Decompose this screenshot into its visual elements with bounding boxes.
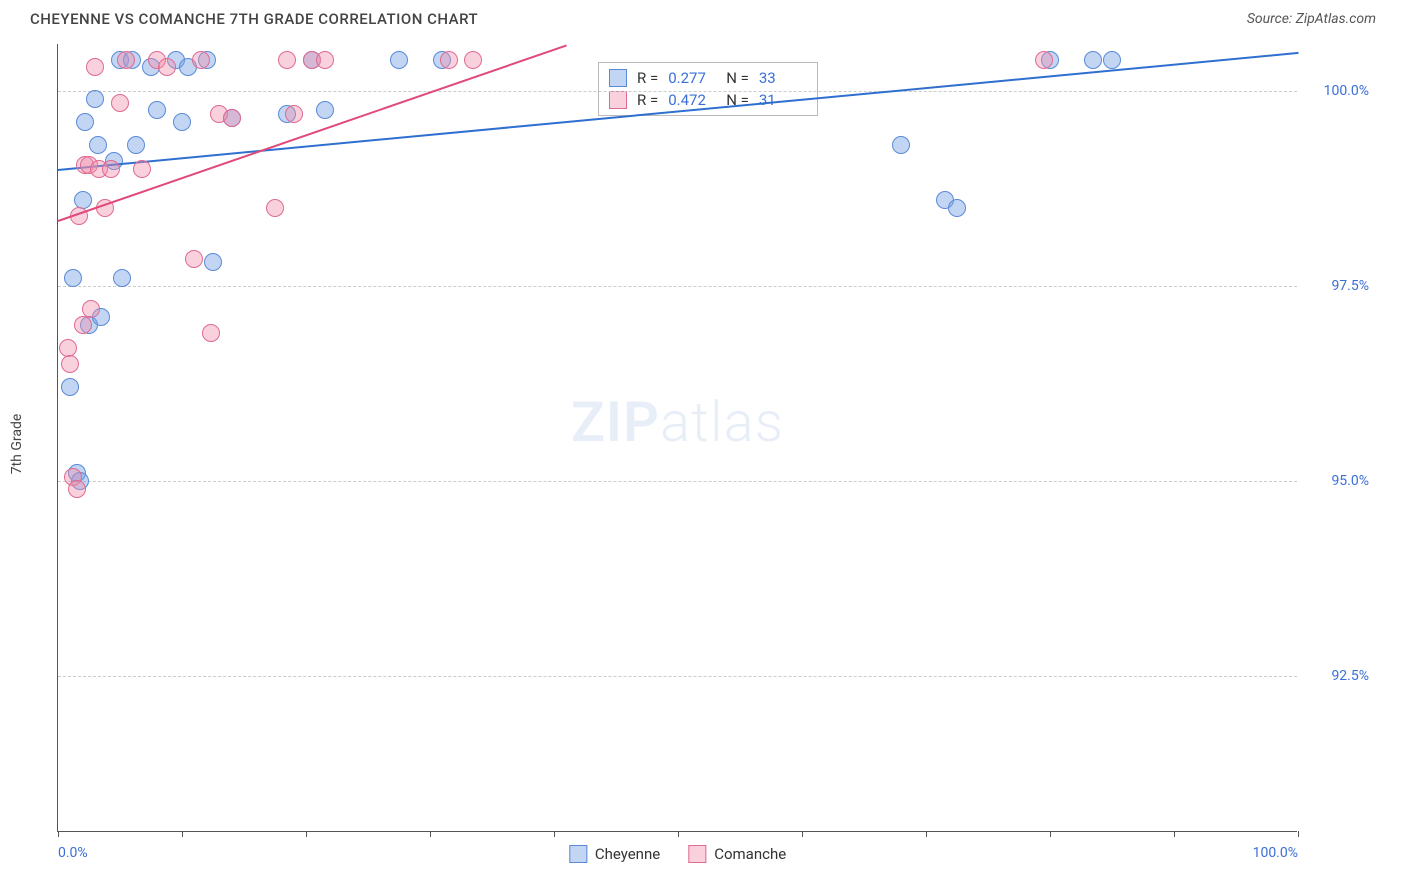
data-point <box>74 316 92 334</box>
plot-area: ZIPatlas R =0.277N =33R =0.472N =31 Chey… <box>57 44 1297 832</box>
x-tick-label: 100.0% <box>1253 845 1298 861</box>
data-point <box>102 160 120 178</box>
x-tick <box>1298 831 1299 837</box>
n-value: 33 <box>759 69 807 87</box>
data-point <box>113 269 131 287</box>
bottom-legend: Cheyenne Comanche <box>569 845 786 863</box>
x-tick <box>430 831 431 837</box>
y-axis-title: 7th Grade <box>9 414 25 475</box>
y-tick-label: 95.0% <box>1305 473 1369 489</box>
gridline <box>58 91 1297 92</box>
legend-swatch <box>569 845 587 863</box>
legend-item: Cheyenne <box>569 845 660 863</box>
gridline <box>58 286 1297 287</box>
x-tick <box>58 831 59 837</box>
y-tick-label: 97.5% <box>1305 278 1369 294</box>
data-point <box>68 480 86 498</box>
data-point <box>223 109 241 127</box>
x-tick-label: 0.0% <box>58 845 88 861</box>
x-tick <box>182 831 183 837</box>
x-tick <box>802 831 803 837</box>
gridline <box>58 676 1297 677</box>
data-point <box>1103 51 1121 69</box>
data-point <box>61 378 79 396</box>
r-label: R = <box>637 69 658 87</box>
data-point <box>127 136 145 154</box>
data-point <box>148 101 166 119</box>
n-label: N = <box>726 69 749 87</box>
x-tick <box>1174 831 1175 837</box>
legend-swatch <box>688 845 706 863</box>
gridline <box>58 481 1297 482</box>
r-value: 0.277 <box>668 69 716 87</box>
chart-container: 7th Grade ZIPatlas R =0.277N =33R =0.472… <box>45 44 1375 844</box>
data-point <box>390 51 408 69</box>
legend-item: Comanche <box>688 845 786 863</box>
legend-swatch <box>609 69 627 87</box>
data-point <box>1035 51 1053 69</box>
data-point <box>76 113 94 131</box>
chart-title: CHEYENNE VS COMANCHE 7TH GRADE CORRELATI… <box>30 10 478 28</box>
legend-swatch <box>609 91 627 109</box>
data-point <box>86 90 104 108</box>
data-point <box>285 105 303 123</box>
stats-row: R = 0.277 N = 33 <box>609 67 807 89</box>
data-point <box>111 94 129 112</box>
x-tick <box>1050 831 1051 837</box>
x-tick <box>926 831 927 837</box>
data-point <box>82 300 100 318</box>
data-point <box>316 101 334 119</box>
watermark: ZIPatlas <box>571 389 784 455</box>
data-point <box>202 324 220 342</box>
r-label: R = <box>637 91 658 109</box>
data-point <box>173 113 191 131</box>
x-tick <box>678 831 679 837</box>
data-point <box>133 160 151 178</box>
data-point <box>948 199 966 217</box>
y-tick-label: 92.5% <box>1305 668 1369 684</box>
r-value: 0.472 <box>668 91 716 109</box>
data-point <box>86 58 104 76</box>
source-credit: Source: ZipAtlas.com <box>1247 11 1376 27</box>
legend-label: Comanche <box>714 845 786 863</box>
data-point <box>278 51 296 69</box>
data-point <box>158 58 176 76</box>
data-point <box>64 269 82 287</box>
x-tick <box>554 831 555 837</box>
data-point <box>89 136 107 154</box>
data-point <box>61 355 79 373</box>
data-point <box>316 51 334 69</box>
data-point <box>266 199 284 217</box>
data-point <box>204 253 222 271</box>
data-point <box>892 136 910 154</box>
data-point <box>185 250 203 268</box>
data-point <box>1084 51 1102 69</box>
data-point <box>440 51 458 69</box>
y-tick-label: 100.0% <box>1305 83 1369 99</box>
data-point <box>464 51 482 69</box>
data-point <box>117 51 135 69</box>
trend-line <box>58 44 567 221</box>
legend-label: Cheyenne <box>595 845 660 863</box>
x-tick <box>306 831 307 837</box>
data-point <box>192 51 210 69</box>
